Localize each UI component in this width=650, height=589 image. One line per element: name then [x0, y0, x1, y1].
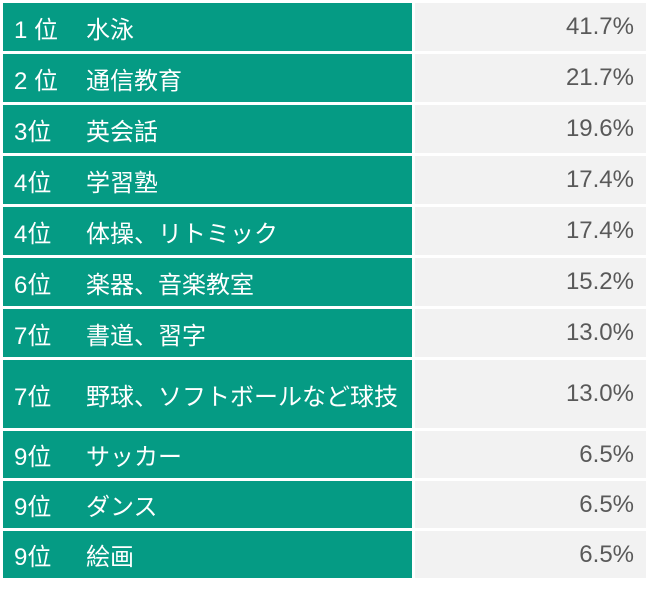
percent-cell: 13.0% — [415, 360, 646, 428]
table-row: 1 位 水泳 41.7% — [3, 3, 646, 51]
rank-label: 7位 — [14, 322, 52, 350]
table-row: 9位 ダンス 6.5% — [3, 481, 646, 528]
activity-label: 体操、リトミック — [86, 220, 278, 248]
percent-cell: 17.4% — [415, 207, 646, 255]
percent-label: 41.7% — [565, 13, 634, 40]
activity-label: サッカー — [86, 444, 182, 471]
activity-label: 絵画 — [86, 544, 134, 571]
rank-label: 4位 — [14, 220, 52, 248]
percent-cell: 6.5% — [415, 431, 646, 478]
activity-label: 学習塾 — [86, 169, 158, 197]
percent-label: 15.2% — [565, 268, 634, 295]
percent-label: 13.0% — [565, 319, 634, 346]
table-row: 9位 サッカー 6.5% — [3, 431, 646, 478]
activity-label: 通信教育 — [86, 67, 182, 95]
table-row: 6位 楽器、音楽教室 15.2% — [3, 258, 646, 306]
table-row: 2 位 通信教育 21.7% — [3, 54, 646, 102]
percent-label: 21.7% — [565, 64, 634, 91]
percent-cell: 17.4% — [415, 156, 646, 204]
activity-label: 書道、習字 — [86, 322, 206, 350]
rank-name-cell: 9位 絵画 — [3, 531, 412, 578]
rank-name-cell: 4位 体操、リトミック — [3, 207, 412, 255]
percent-cell: 13.0% — [415, 309, 646, 357]
percent-label: 6.5% — [579, 440, 634, 468]
activity-label: ダンス — [86, 494, 158, 521]
table-row: 4位 学習塾 17.4% — [3, 156, 646, 204]
percent-label: 13.0% — [565, 380, 634, 407]
percent-cell: 21.7% — [415, 54, 646, 102]
rank-label: 6位 — [14, 271, 52, 299]
percent-cell: 6.5% — [415, 531, 646, 578]
rank-name-cell: 7位 書道、習字 — [3, 309, 412, 357]
percent-cell: 41.7% — [415, 3, 646, 51]
percent-label: 17.4% — [565, 166, 634, 193]
rank-label: 4位 — [14, 169, 52, 197]
activity-label: 野球、ソフトボールなど球技 — [86, 383, 398, 411]
percent-label: 6.5% — [579, 540, 634, 568]
rank-label: 9位 — [14, 544, 52, 571]
rank-label: 9位 — [14, 494, 52, 521]
rank-name-cell: 4位 学習塾 — [3, 156, 412, 204]
rank-label: 3位 — [14, 118, 52, 146]
rank-name-cell: 3位 英会話 — [3, 105, 412, 153]
table-row: 4位 体操、リトミック 17.4% — [3, 207, 646, 255]
percent-cell: 19.6% — [415, 105, 646, 153]
rank-name-cell: 9位 サッカー — [3, 431, 412, 478]
table-row: 7位 野球、ソフトボールなど球技 13.0% — [3, 360, 646, 428]
percent-label: 6.5% — [579, 490, 634, 518]
rank-name-cell: 9位 ダンス — [3, 481, 412, 528]
table-row: 3位 英会話 19.6% — [3, 105, 646, 153]
rank-name-cell: 7位 野球、ソフトボールなど球技 — [3, 360, 412, 428]
percent-label: 17.4% — [565, 217, 634, 244]
percent-cell: 6.5% — [415, 481, 646, 528]
table-row: 9位 絵画 6.5% — [3, 531, 646, 578]
table-row: 7位 書道、習字 13.0% — [3, 309, 646, 357]
activity-label: 水泳 — [86, 16, 134, 44]
rank-name-cell: 2 位 通信教育 — [3, 54, 412, 102]
activity-label: 楽器、音楽教室 — [86, 271, 254, 299]
rank-label: 2 位 — [14, 67, 59, 95]
rank-label: 1 位 — [14, 16, 59, 44]
rank-name-cell: 6位 楽器、音楽教室 — [3, 258, 412, 306]
rank-label: 9位 — [14, 444, 52, 471]
rank-label: 7位 — [14, 383, 52, 411]
percent-label: 19.6% — [565, 115, 634, 142]
rank-name-cell: 1 位 水泳 — [3, 3, 412, 51]
activity-label: 英会話 — [86, 118, 158, 146]
percent-cell: 15.2% — [415, 258, 646, 306]
